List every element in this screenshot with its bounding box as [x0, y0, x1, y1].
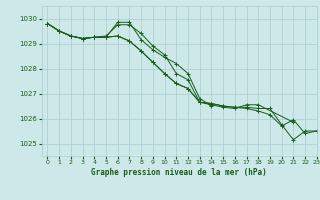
X-axis label: Graphe pression niveau de la mer (hPa): Graphe pression niveau de la mer (hPa) — [91, 168, 267, 177]
